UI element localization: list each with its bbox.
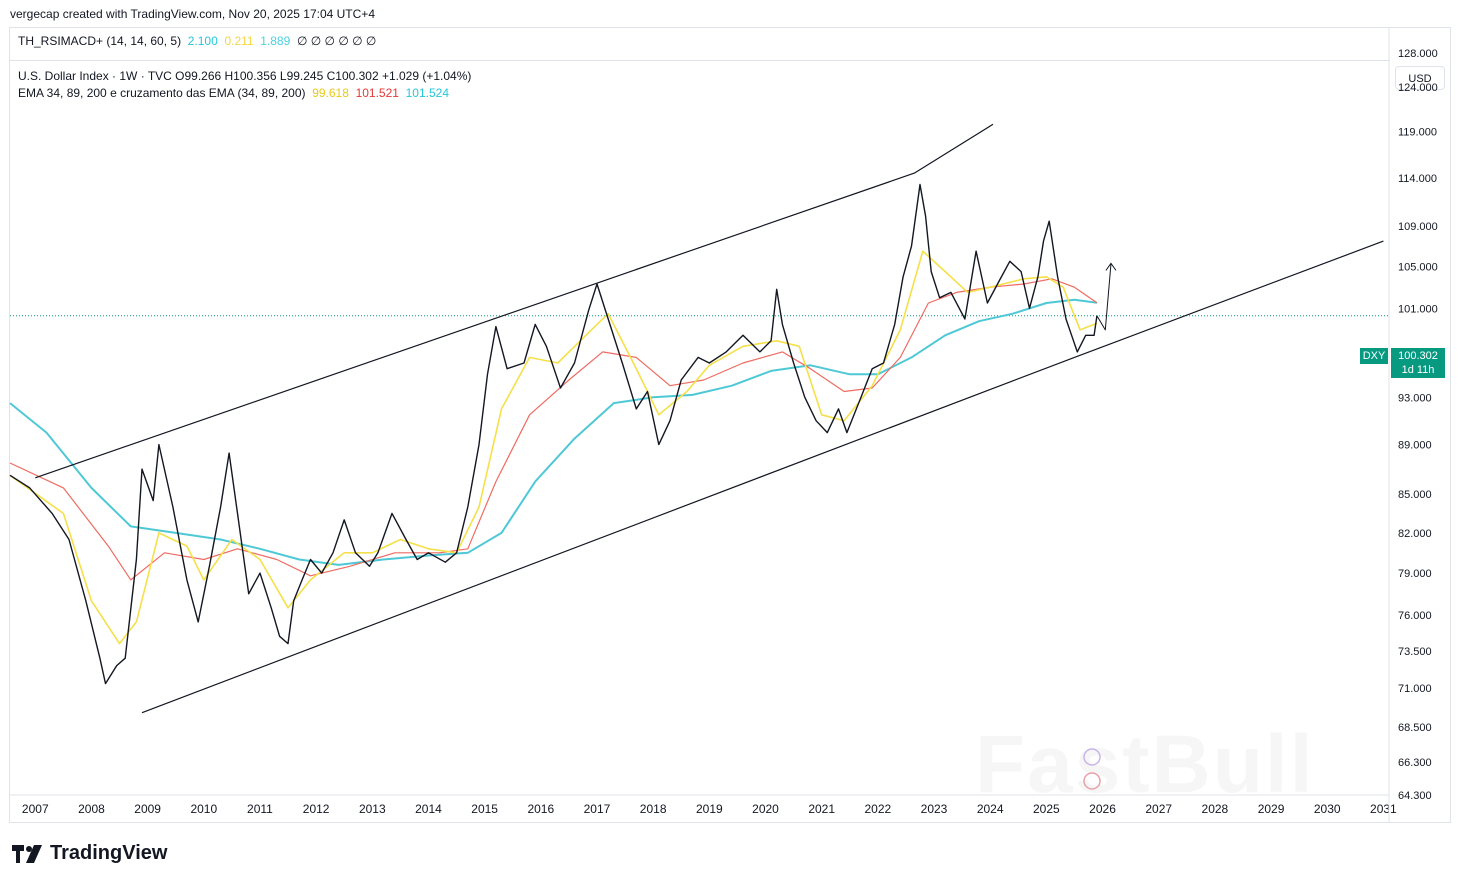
y-axis: 128.000 124.000 119.000 114.000 109.000 105.0… — [1398, 48, 1438, 802]
price-badge-countdown: 1d 11h — [1401, 364, 1435, 376]
price-badge: 100.302 1d 11h — [1391, 348, 1445, 378]
y-tick-label: 119.000 — [1398, 127, 1437, 139]
y-tick-label: 64.300 — [1398, 790, 1432, 802]
y-tick-label: 68.500 — [1398, 722, 1432, 734]
chart-credit: vergecap created with TradingView.com, N… — [10, 7, 375, 21]
series-channel-upper[interactable] — [35, 123, 994, 479]
chart-frame — [9, 27, 1451, 823]
x-tick-label: 2013 — [359, 802, 386, 816]
ema89-value: 101.521 — [355, 86, 399, 100]
x-tick-label: 2019 — [696, 802, 723, 816]
x-tick-label: 2010 — [190, 802, 217, 816]
x-tick-label: 2030 — [1314, 802, 1341, 816]
x-tick-label: 2017 — [584, 802, 611, 816]
series-projection-arrow[interactable] — [1096, 263, 1112, 331]
y-tick-label: 128.000 — [1398, 48, 1438, 60]
x-tick-label: 2012 — [303, 802, 330, 816]
y-tick-label: 105.000 — [1398, 261, 1438, 273]
x-tick-label: 2024 — [977, 802, 1004, 816]
tradingview-logo[interactable]: TradingView — [12, 842, 167, 865]
y-tick-label: 79.000 — [1398, 568, 1432, 580]
y-tick-label: 71.000 — [1398, 683, 1432, 695]
x-tick-label: 2023 — [921, 802, 948, 816]
indicator-value-3: 1.889 — [260, 34, 291, 48]
tradingview-logo-icon — [12, 844, 42, 863]
x-tick-label: 2020 — [752, 802, 779, 816]
y-tick-label: 66.300 — [1398, 757, 1432, 769]
x-tick-label: 2009 — [134, 802, 161, 816]
x-tick-label: 2021 — [808, 802, 835, 816]
y-tick-label: 93.000 — [1398, 392, 1432, 404]
series-ema-34[interactable] — [9, 250, 1098, 645]
indicator-value-1: 2.100 — [187, 34, 218, 48]
indicator-value-2: 0.211 — [224, 34, 254, 48]
x-axis: 2007 2008 2009 2010 2011 2012 2013 2014 2015 2016… — [22, 802, 1397, 816]
x-tick-label: 2016 — [527, 802, 554, 816]
indicator-legend[interactable]: TH_RSIMACD+ (14, 14, 60, 5) 2.100 0.211 … — [18, 34, 376, 48]
x-tick-label: 2018 — [640, 802, 667, 816]
series-ema-89[interactable] — [9, 278, 1098, 581]
series-layer — [9, 123, 1384, 714]
x-tick-label: 2015 — [471, 802, 498, 816]
ema200-value: 101.524 — [405, 86, 450, 100]
y-tick-label: 85.000 — [1398, 489, 1432, 501]
series-ema-200[interactable] — [9, 298, 1098, 566]
watermark-icons — [1083, 748, 1101, 790]
symbol-legend[interactable]: U.S. Dollar Index · 1W · TVC O99.266 H10… — [18, 69, 471, 83]
x-tick-label: 2007 — [22, 802, 49, 816]
symbol-badge: DXY — [1360, 348, 1388, 364]
x-tick-label: 2011 — [247, 802, 273, 816]
y-tick-label: 89.000 — [1398, 440, 1432, 452]
ema-label: EMA 34, 89, 200 e cruzamento das EMA (34… — [18, 86, 306, 100]
projection-arrow-head — [1105, 262, 1117, 271]
y-tick-label: 109.000 — [1398, 221, 1438, 233]
ema34-value: 99.618 — [312, 86, 349, 100]
series-dxy[interactable] — [9, 183, 1098, 685]
pane-separator[interactable] — [10, 60, 1390, 61]
y-tick-label: 101.000 — [1398, 303, 1438, 315]
x-tick-label: 2029 — [1258, 802, 1285, 816]
x-tick-label: 2008 — [78, 802, 105, 816]
currency-button[interactable]: USD — [1395, 66, 1445, 90]
x-tick-label: 2014 — [415, 802, 442, 816]
y-tick-label: 124.000 — [1398, 82, 1438, 94]
series-channel-lower[interactable] — [141, 240, 1384, 714]
brand-name: TradingView — [50, 842, 168, 864]
x-tick-label: 2022 — [864, 802, 891, 816]
x-tick-label: 2026 — [1089, 802, 1116, 816]
ema-legend[interactable]: EMA 34, 89, 200 e cruzamento das EMA (34… — [18, 86, 449, 100]
y-tick-label: 114.000 — [1398, 173, 1437, 185]
symbol-ohlc: U.S. Dollar Index · 1W · TVC O99.266 H10… — [18, 69, 472, 83]
x-tick-label: 2025 — [1033, 802, 1060, 816]
flag-icon — [1083, 772, 1101, 790]
y-tick-label: 76.000 — [1398, 610, 1432, 622]
indicator-empty-values: ∅ ∅ ∅ ∅ ∅ ∅ — [296, 34, 377, 48]
lightning-icon — [1083, 748, 1101, 766]
indicator-label: TH_RSIMACD+ (14, 14, 60, 5) — [18, 34, 182, 48]
price-badge-value: 100.302 — [1398, 350, 1438, 362]
x-tick-label: 2031 — [1370, 802, 1397, 816]
y-tick-label: 73.500 — [1398, 646, 1432, 658]
y-tick-label: 82.000 — [1398, 528, 1432, 540]
x-tick-label: 2028 — [1202, 802, 1229, 816]
x-tick-label: 2027 — [1145, 802, 1172, 816]
